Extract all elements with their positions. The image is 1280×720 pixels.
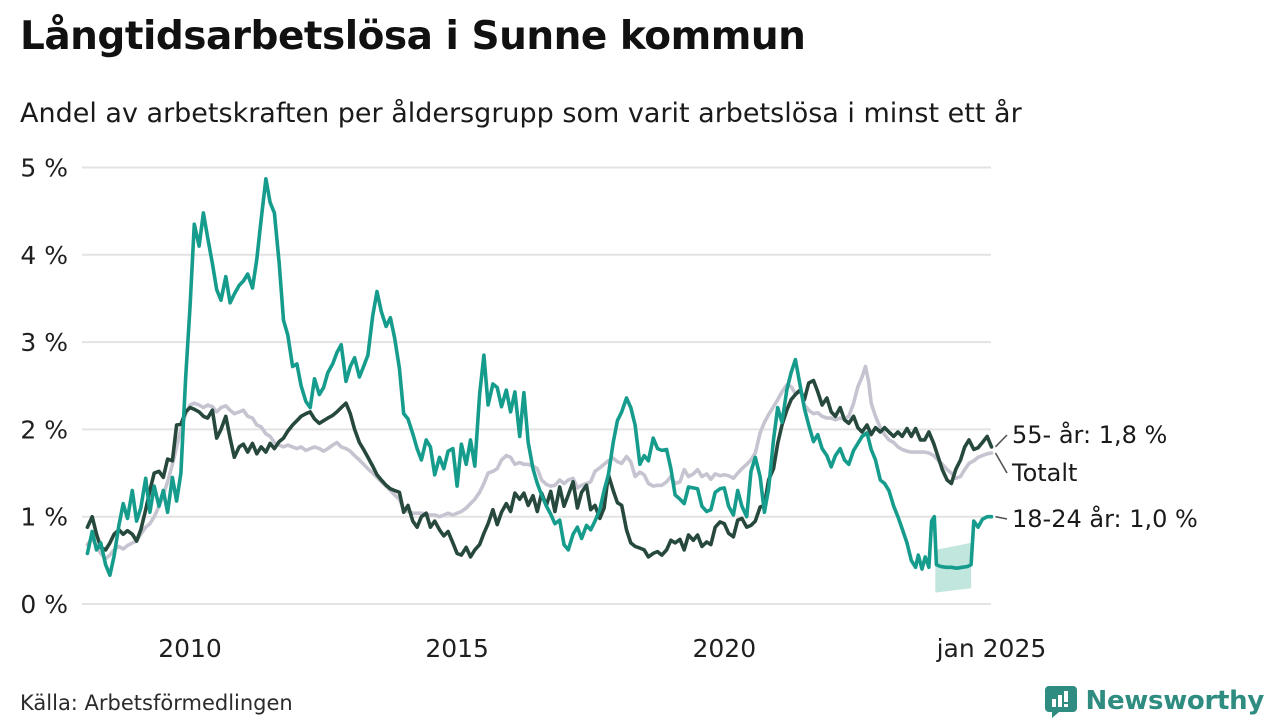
series-end-label-18-24: 18-24 år: 1,0 % <box>1012 505 1198 533</box>
series-end-label-55: 55- år: 1,8 % <box>1012 421 1168 449</box>
y-tick-label: 3 % <box>20 328 68 357</box>
series-end-label-totalt: Totalt <box>1012 459 1078 487</box>
y-tick-label: 1 % <box>20 503 68 532</box>
series-line-Totalt <box>85 364 994 561</box>
chart-subtitle: Andel av arbetskraften per åldersgrupp s… <box>20 98 1022 129</box>
x-tick-label: 2020 <box>692 634 756 663</box>
y-tick-label: 5 % <box>20 154 68 183</box>
y-tick-label: 2 % <box>20 415 68 444</box>
newsworthy-wordmark: Newsworthy <box>1085 686 1265 716</box>
label-connector <box>994 452 1008 474</box>
label-connector <box>994 434 1008 448</box>
newsworthy-pin-icon <box>1044 684 1078 718</box>
y-tick-label: 0 % <box>20 590 68 619</box>
series-line-18-24-ar <box>85 177 994 577</box>
y-tick-label: 4 % <box>20 241 68 270</box>
label-connector <box>995 515 1008 520</box>
x-tick-label: jan 2025 <box>936 634 1047 663</box>
newsworthy-logo[interactable]: Newsworthy <box>1044 684 1264 718</box>
source-note: Källa: Arbetsförmedlingen <box>20 691 293 715</box>
chart-title: Långtidsarbetslösa i Sunne kommun <box>20 14 806 59</box>
series-line-55--ar <box>85 378 994 559</box>
x-tick-label: 2010 <box>158 634 222 663</box>
x-tick-label: 2015 <box>425 634 489 663</box>
